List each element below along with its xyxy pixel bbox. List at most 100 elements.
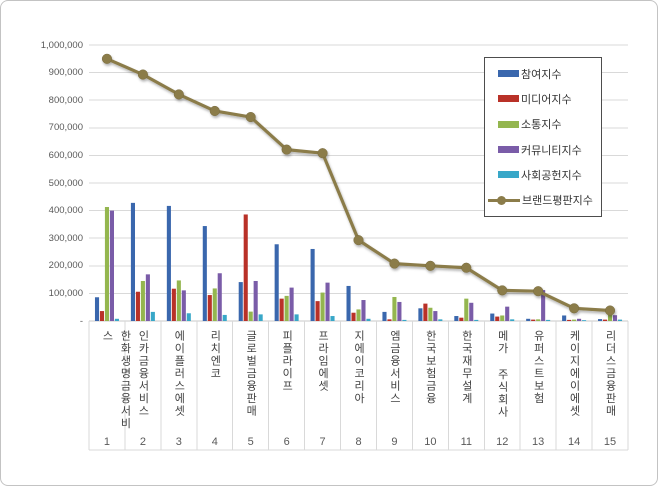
bar-참여지수-14 (562, 315, 567, 321)
bar-참여지수-8 (346, 285, 351, 321)
line-marker-1 (101, 53, 113, 64)
category-number-4: 4 (211, 436, 218, 448)
bar-사회공헌지수-11 (474, 319, 479, 321)
bar-미디어지수-14 (567, 319, 572, 321)
bar-소통지수-1 (104, 207, 110, 321)
line-marker-8 (353, 235, 364, 246)
bar-커뮤니티지수-1 (109, 210, 114, 321)
y-tick-label: 900,000 (48, 67, 83, 79)
category-label-10: 한국보험금융 (424, 330, 437, 405)
category-number-2: 2 (139, 436, 146, 448)
bar-사회공헌지수-10 (438, 319, 443, 321)
bar-참여지수-1 (94, 297, 100, 321)
category-number-9: 9 (391, 436, 398, 448)
line-marker-2 (137, 69, 148, 80)
bar-커뮤니티지수-4 (217, 273, 222, 321)
category-label-14: 케이지에이에셋 (568, 330, 581, 418)
category-label-11: 한국재무설계 (460, 330, 473, 405)
bar-미디어지수-3 (171, 288, 176, 321)
bar-사회공헌지수-6 (294, 314, 299, 321)
y-tick-label: 400,000 (48, 205, 83, 217)
bar-미디어지수-5 (243, 214, 248, 321)
bar-참여지수-12 (490, 313, 495, 321)
category-label-6: 피플라이프 (280, 330, 293, 393)
bar-커뮤니티지수-3 (181, 290, 186, 321)
bar-소통지수-4 (212, 288, 217, 321)
legend-label: 커뮤니티지수 (521, 144, 582, 157)
y-tick-label: 700,000 (48, 122, 83, 134)
line-marker-4 (209, 105, 220, 117)
legend-item-참여지수: 참여지수 (485, 64, 601, 84)
line-marker-11 (461, 262, 472, 273)
bar-참여지수-9 (382, 311, 387, 321)
bar-사회공헌지수-12 (510, 319, 515, 321)
bar-groups (94, 202, 623, 321)
bar-사회공헌지수-7 (330, 316, 335, 321)
y-tick-label: - (79, 315, 83, 327)
bar-미디어지수-6 (279, 298, 284, 321)
legend-item-미디어지수: 미디어지수 (485, 89, 601, 109)
category-label-12: 메가 주식회사 (496, 330, 509, 419)
bar-미디어지수-4 (207, 295, 212, 321)
bar-참여지수-4 (202, 226, 207, 321)
legend-swatch-icon (498, 120, 519, 128)
category-label-5: 글로벌금융판매 (244, 330, 257, 418)
category-number-5: 5 (247, 436, 254, 448)
bar-미디어지수-12 (495, 316, 500, 321)
bar-미디어지수-2 (135, 291, 140, 321)
bar-소통지수-6 (284, 295, 289, 321)
y-tick-label: 200,000 (48, 260, 83, 272)
bar-미디어지수-15 (603, 319, 608, 321)
category-number-3: 3 (175, 436, 182, 448)
category-number-7: 7 (319, 436, 326, 448)
category-label-8: 지에이코리아 (352, 330, 365, 405)
bar-사회공헌지수-2 (150, 311, 155, 321)
category-label-7: 프라임에셋 (316, 330, 329, 393)
bar-사회공헌지수-1 (114, 318, 119, 321)
bar-참여지수-13 (526, 318, 531, 321)
category-number-13: 13 (532, 436, 545, 448)
y-tick-label: 100,000 (48, 287, 83, 299)
category-label-1: 한화생명금융서비스 (100, 330, 131, 430)
y-tick-label: 800,000 (48, 94, 83, 106)
bar-사회공헌지수-3 (186, 313, 191, 321)
legend-item-소통지수: 소통지수 (485, 114, 601, 134)
bar-소통지수-11 (464, 298, 469, 321)
category-label-15: 리더스금융판매 (604, 330, 617, 418)
bar-사회공헌지수-9 (402, 319, 407, 321)
bar-미디어지수-9 (387, 319, 392, 321)
legend-item-사회공헌지수: 사회공헌지수 (485, 165, 601, 185)
bar-참여지수-11 (454, 316, 459, 321)
line-marker-5 (245, 111, 256, 123)
line-marker-9 (389, 258, 400, 269)
legend-label: 미디어지수 (521, 93, 572, 106)
bar-커뮤니티지수-5 (253, 280, 258, 321)
y-tick-label: 300,000 (48, 232, 83, 244)
legend-item-브랜드평판지수: 브랜드평판지수 (485, 190, 601, 210)
bar-참여지수-15 (598, 319, 603, 321)
legend-swatch-icon (498, 171, 519, 179)
bar-커뮤니티지수-6 (289, 287, 294, 321)
y-tick-label: 500,000 (48, 177, 83, 189)
bar-미디어지수-13 (531, 319, 536, 321)
legend-label: 브랜드평판지수 (522, 195, 593, 208)
bar-사회공헌지수-4 (222, 314, 227, 321)
line-marker-12 (497, 285, 508, 296)
bar-커뮤니티지수-15 (612, 315, 618, 321)
bar-커뮤니티지수-12 (505, 306, 510, 321)
bar-커뮤니티지수-14 (577, 318, 582, 321)
bar-사회공헌지수-5 (258, 314, 263, 321)
bar-참여지수-3 (166, 205, 171, 321)
legend-label: 사회공헌지수 (521, 169, 582, 182)
bar-소통지수-15 (607, 314, 613, 321)
bar-커뮤니티지수-9 (397, 301, 402, 321)
bar-커뮤니티지수-7 (325, 282, 330, 321)
category-number-14: 14 (567, 436, 581, 448)
legend-swatch-icon (498, 70, 519, 78)
bar-참여지수-10 (418, 308, 423, 321)
bar-소통지수-9 (392, 296, 397, 321)
bar-커뮤니티지수-8 (361, 300, 366, 321)
category-label-13: 유퍼스트보험 (532, 330, 545, 405)
